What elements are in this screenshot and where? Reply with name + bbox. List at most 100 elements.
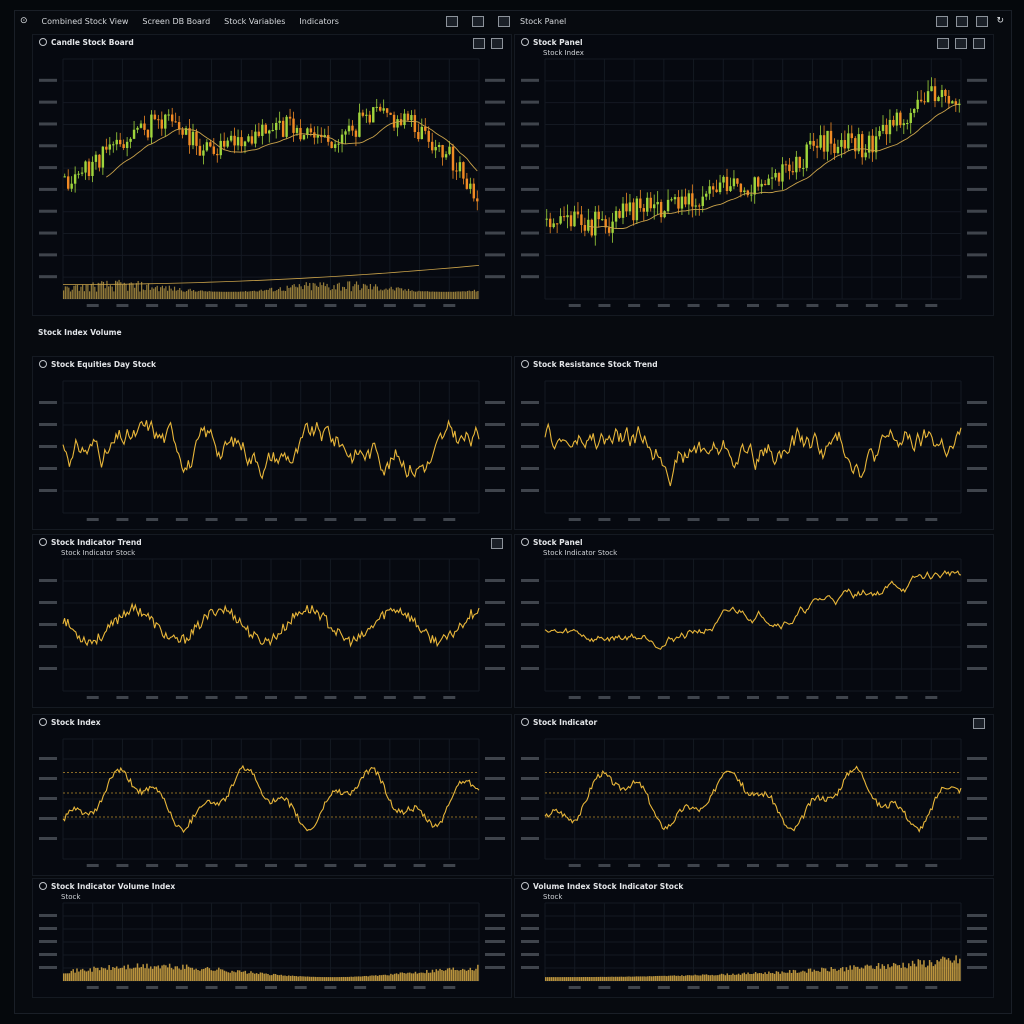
panel-status-icon [521,360,529,368]
panel-tool-button[interactable] [955,38,967,49]
volume-bar [477,964,479,981]
candle-body [628,202,632,212]
panel-tool-button[interactable] [973,38,985,49]
settings-button[interactable] [472,15,484,27]
volume-bar [201,969,203,981]
volume-bar [826,970,829,981]
volume-bar [121,284,124,299]
export-button[interactable] [976,15,989,27]
candle-body [164,114,167,129]
volume-bar [213,291,216,299]
menu-item-indicators[interactable]: Indicators [299,16,339,26]
x-axis-tick [116,696,129,699]
volume-bar [205,291,207,299]
save-button[interactable] [498,15,510,27]
candle-body [316,134,320,138]
candle-body [788,164,791,172]
candle-body [441,145,444,158]
volume-bar [475,291,477,299]
candle-body [250,136,254,144]
panel-tool-button[interactable] [473,38,485,49]
volume-bar [932,966,935,981]
panel-tool-button[interactable] [491,38,503,49]
panel-status-icon [521,538,529,546]
candle-body [718,182,722,193]
volume-bar [754,971,757,981]
menu-item-combined[interactable]: Combined Stock View [41,16,129,26]
candle-body [406,113,410,121]
y-axis-tick-right [967,966,987,969]
panel-tool-button[interactable] [491,538,503,549]
volume-bar [447,291,450,299]
volume-bar [344,976,347,981]
volume-bar [76,968,78,981]
volume-bar [775,971,778,981]
volume-bar [141,281,143,299]
volume-bar [805,972,808,981]
volume-bar [322,977,324,981]
chart-panel-5[interactable]: Stock Indicator Trend Stock Indicator Sto… [32,534,512,708]
volume-bar [378,975,381,981]
volume-bar [376,286,378,299]
candle-body [84,161,87,173]
chart-panel-6[interactable]: Stock Panel Stock Indicator Stock [514,534,994,708]
refresh-icon[interactable]: ↻ [996,15,1004,26]
candle-body [902,123,906,126]
chart-panel-4[interactable]: Stock Resistance Stock Trend [514,356,994,530]
candle-body [923,101,926,103]
volume-bar [350,976,352,981]
volume-bar [263,973,265,981]
panel-tool-button[interactable] [937,38,949,49]
candle-body [271,130,274,132]
x-axis-tick [598,518,611,521]
volume-bar [739,974,742,981]
panel-subtitle: Stock [543,893,563,901]
candle-body [261,124,264,136]
volume-bar [121,967,124,981]
candle-body [711,186,715,190]
chart-button[interactable] [956,15,969,27]
volume-bar [236,291,238,299]
chart-panel-7[interactable]: Stock Index [32,714,512,876]
chart-panel-8[interactable]: Stock Indicator [514,714,994,876]
candle-body [424,126,427,131]
volume-bar [838,969,840,981]
chart-panel-2[interactable]: Stock Panel Stock Index [514,34,994,316]
y-axis-tick-right [967,953,987,956]
candle-body [136,127,139,130]
candle-body [826,130,829,152]
volume-bar [118,279,120,299]
chart-panel-3[interactable]: Stock Equities Day Stock [32,356,512,530]
chart-panel-9[interactable]: Stock Indicator Volume Index Stock [32,878,512,998]
volume-bar [279,287,281,299]
panel-tool-button[interactable] [973,718,985,729]
candle-body [417,132,420,140]
panel-subtitle: Stock Index [543,49,584,57]
volume-bar [830,967,833,981]
layout-button[interactable] [446,15,458,27]
volume-bar [864,965,867,981]
volume-bar [305,976,307,981]
candle-body [202,150,205,156]
menu-item-screen[interactable]: Screen DB Board [142,16,211,26]
volume-bar [383,289,385,299]
volume-bar [427,291,429,299]
grid-button[interactable] [936,15,949,27]
chart-panel-1[interactable]: Candle Stock Board [32,34,512,316]
chart-panel-10[interactable]: Volume Index Stock Indicator Stock Stock [514,878,994,998]
y-axis-tick-left [39,467,57,470]
y-axis-tick-left [39,623,57,626]
candle-body [597,211,600,220]
x-axis-tick [717,864,730,867]
menu-item-variables[interactable]: Stock Variables [224,16,286,26]
candle-body [323,135,326,138]
x-axis-tick [568,864,581,867]
candle-body [802,167,805,169]
volume-bar [201,290,203,299]
x-axis-tick [836,986,849,989]
volume-bar [135,283,138,299]
volume-bar [240,971,243,981]
volume-bar [250,291,252,299]
volume-bar [314,283,316,299]
volume-bar [560,977,562,981]
